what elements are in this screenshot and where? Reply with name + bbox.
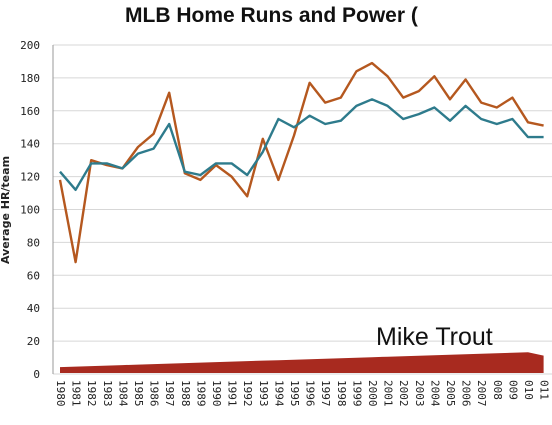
series-line-1 (58, 61, 544, 264)
grid (52, 44, 552, 375)
y-tick-label: 120 (20, 171, 40, 184)
x-tick-label: 1997 (319, 380, 332, 407)
x-tick-label: 1985 (132, 380, 145, 407)
y-tick-label: 140 (20, 138, 40, 151)
x-tick-label: 1994 (272, 380, 285, 407)
x-tick-label: 1996 (304, 380, 317, 407)
x-tick-label: 1988 (179, 380, 192, 407)
x-tick-label: 2005 (444, 380, 457, 407)
x-tick-label: 2002 (397, 380, 410, 407)
x-tick-label: 1983 (101, 380, 114, 407)
y-tick-label: 80 (27, 236, 40, 249)
x-tick-label: 2004 (428, 380, 441, 407)
x-tick-label: 1981 (70, 380, 83, 407)
x-tick-label: 010 (522, 380, 535, 400)
x-tick-label: 1980 (54, 380, 67, 407)
chart-title: MLB Home Runs and Power ( (125, 4, 418, 27)
y-axis-label: Average HR/team (0, 156, 12, 264)
x-tick-label: 1992 (241, 380, 254, 407)
x-tick-label: 011 (538, 380, 551, 400)
x-tick-label: 1986 (148, 380, 161, 407)
x-tick-label: 2003 (413, 380, 426, 407)
x-tick-label: 2006 (460, 380, 473, 407)
annotation-mike-trout: Mike Trout (376, 323, 493, 351)
annotations: Mike Trout (376, 323, 493, 351)
x-tick-labels: 1980 1981 1982 1983 1984 1985 1986 1987 1988 1989… (54, 380, 551, 407)
series-lines (58, 61, 544, 373)
x-tick-label: 1995 (288, 380, 301, 407)
y-tick-label: 200 (20, 39, 40, 52)
x-tick-label: 1987 (163, 380, 176, 407)
y-tick-label: 20 (27, 335, 40, 348)
x-tick-label: 1989 (194, 380, 207, 407)
y-tick-label: 40 (27, 302, 40, 315)
y-tick-label: 0 (33, 368, 40, 381)
x-tick-label: 1999 (350, 380, 363, 407)
x-tick-label: 1991 (226, 380, 239, 407)
series-mike-trout (60, 352, 544, 373)
y-tick-labels: 0 20 40 60 80 100 120 140 160 180 200 (20, 39, 40, 381)
x-tick-label: 2001 (382, 380, 395, 407)
x-tick-label: 009 (506, 380, 519, 400)
y-tick-label: 60 (27, 269, 40, 282)
y-tick-label: 180 (20, 72, 40, 85)
y-tick-label: 160 (20, 105, 40, 118)
x-tick-label: 2007 (475, 380, 488, 407)
x-tick-label: 1993 (257, 380, 270, 407)
y-tick-label: 100 (20, 204, 40, 217)
x-tick-label: 1998 (335, 380, 348, 407)
x-tick-label: 008 (491, 380, 504, 400)
x-tick-label: 2000 (366, 380, 379, 407)
x-tick-label: 1990 (210, 380, 223, 407)
x-tick-label: 1984 (116, 380, 129, 407)
series-line-2 (59, 98, 544, 192)
x-tick-label: 1982 (85, 380, 98, 407)
